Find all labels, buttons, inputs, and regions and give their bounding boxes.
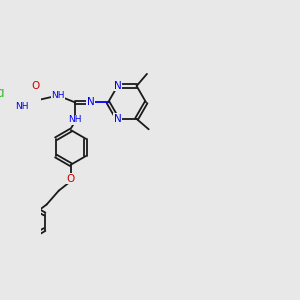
Text: Cl: Cl (0, 89, 5, 99)
Text: N: N (114, 81, 122, 91)
Text: NH: NH (15, 102, 28, 111)
Text: NH: NH (68, 115, 82, 124)
Text: O: O (67, 173, 75, 184)
Text: NH: NH (51, 91, 65, 100)
Text: N: N (87, 98, 94, 107)
Text: O: O (31, 81, 40, 91)
Text: N: N (114, 114, 122, 124)
